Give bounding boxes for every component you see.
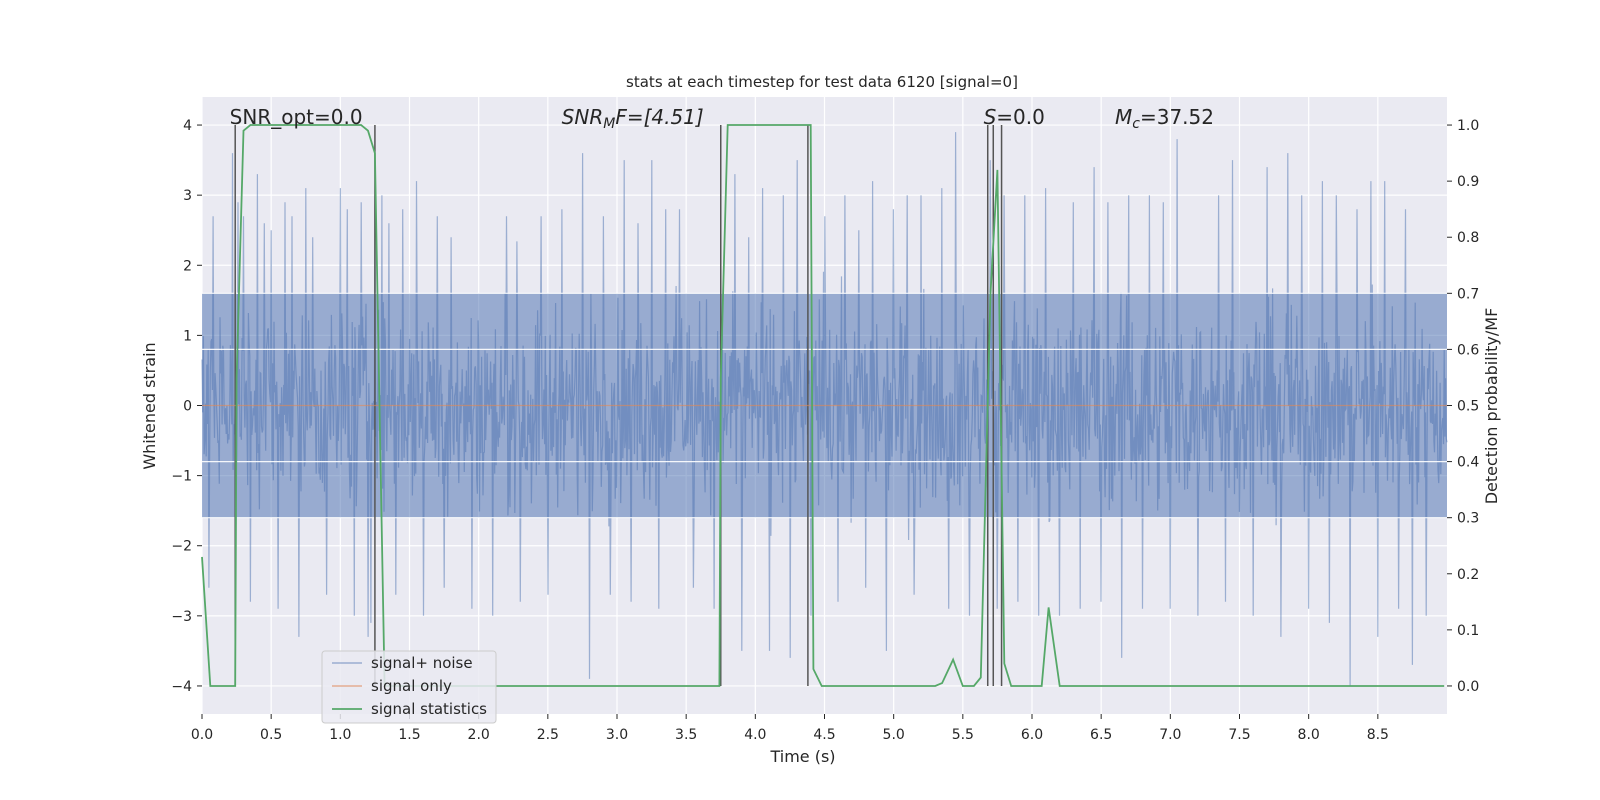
y-axis-label-right: Detection probability/MF (1482, 308, 1501, 505)
y-right-tick-label-7: 0.3 (1457, 511, 1479, 527)
y-left-tick-label-4: 0 (183, 399, 192, 415)
y-left-tick-label-3: 1 (183, 328, 192, 344)
annotation-snr-mf-sub: M (603, 116, 615, 132)
y-right-tick-label-1: 0.9 (1457, 174, 1479, 190)
x-axis-label: Time (s) (769, 747, 835, 766)
x-tick-label-16: 8.0 (1298, 727, 1320, 743)
annotation-mc-rest: =37.52 (1140, 105, 1214, 129)
x-tick-label-4: 2.0 (468, 727, 490, 743)
annotation-mc-var: M (1115, 105, 1132, 129)
x-tick-label-0: 0.0 (191, 727, 213, 743)
y-right-tick-label-9: 0.1 (1457, 623, 1479, 639)
y-right-tick-label-8: 0.2 (1457, 567, 1479, 583)
x-tick-label-12: 6.0 (1021, 727, 1043, 743)
y-right-tick-label-4: 0.6 (1457, 342, 1479, 358)
annotation-s: S=0.0 (984, 105, 1045, 129)
y-right-tick-label-10: 0.0 (1457, 679, 1479, 695)
legend-box (321, 650, 497, 724)
x-tick-label-7: 3.5 (675, 727, 697, 743)
y-right-tick-label-5: 0.5 (1457, 399, 1479, 415)
x-tick-label-10: 5.0 (883, 727, 905, 743)
strain-line (201, 132, 1448, 687)
x-tick-label-17: 8.5 (1367, 727, 1389, 743)
legend-label-signal-only: signal only (371, 677, 452, 695)
annotations: SNR_opt=0.0 SNRMF=[4.51] S=0.0 Mc=37.52 (230, 105, 1214, 132)
y-axis-label-left: Whitened strain (140, 342, 159, 469)
annotation-snr-mf-rest: F=[4.51] (615, 105, 703, 129)
y-left-tick-label-5: −1 (171, 469, 192, 485)
axes: 0.0 0.5 1.0 1.5 2.0 2.5 3.0 3.5 4.0 4.5 5.0 5.5 6.0 6… (171, 118, 1479, 743)
statistics-line (201, 124, 1445, 687)
x-tick-label-13: 6.5 (1090, 727, 1112, 743)
y-left-tick-label-0: 4 (183, 118, 192, 134)
legend: signal+ noise signal only signal statist… (321, 650, 497, 724)
annotation-s-var: S (984, 105, 997, 129)
chart-title: stats at each timestep for test data 612… (626, 73, 1018, 91)
x-tick-label-1: 0.5 (260, 727, 282, 743)
y-left-tick-label-6: −2 (171, 539, 192, 555)
x-tick-label-14: 7.0 (1159, 727, 1181, 743)
x-tick-label-9: 4.5 (813, 727, 835, 743)
legend-label-signal-statistics: signal statistics (371, 700, 487, 718)
y-right-tick-label-0: 1.0 (1457, 118, 1479, 134)
y-left-tick-label-8: −4 (171, 679, 192, 695)
annotation-mc-sub: c (1132, 116, 1140, 132)
y-left-tick-label-2: 2 (183, 258, 192, 274)
y-left-tick-label-1: 3 (183, 188, 192, 204)
x-tick-label-8: 4.0 (744, 727, 766, 743)
annotation-mc: Mc=37.52 (1115, 105, 1214, 132)
x-tick-label-15: 7.5 (1228, 727, 1250, 743)
x-tick-label-3: 1.5 (398, 727, 420, 743)
annotation-s-rest: =0.0 (996, 105, 1045, 129)
y-right-tick-label-2: 0.8 (1457, 230, 1479, 246)
y-right-tick-label-3: 0.7 (1457, 286, 1479, 302)
signal-statistics-series (201, 124, 1445, 687)
annotation-snr-mf-var: SNR (562, 105, 604, 129)
legend-label-signal-noise: signal+ noise (371, 654, 473, 672)
y-left-tick-label-7: −3 (171, 609, 192, 625)
x-tick-label-5: 2.5 (537, 727, 559, 743)
x-tick-label-11: 5.5 (952, 727, 974, 743)
y-right-tick-label-6: 0.4 (1457, 455, 1479, 471)
annotation-snr-opt: SNR_opt=0.0 (230, 105, 363, 129)
x-tick-label-2: 1.0 (329, 727, 351, 743)
annotation-snr-mf: SNRMF=[4.51] (562, 105, 704, 132)
x-tick-label-6: 3.0 (606, 727, 628, 743)
